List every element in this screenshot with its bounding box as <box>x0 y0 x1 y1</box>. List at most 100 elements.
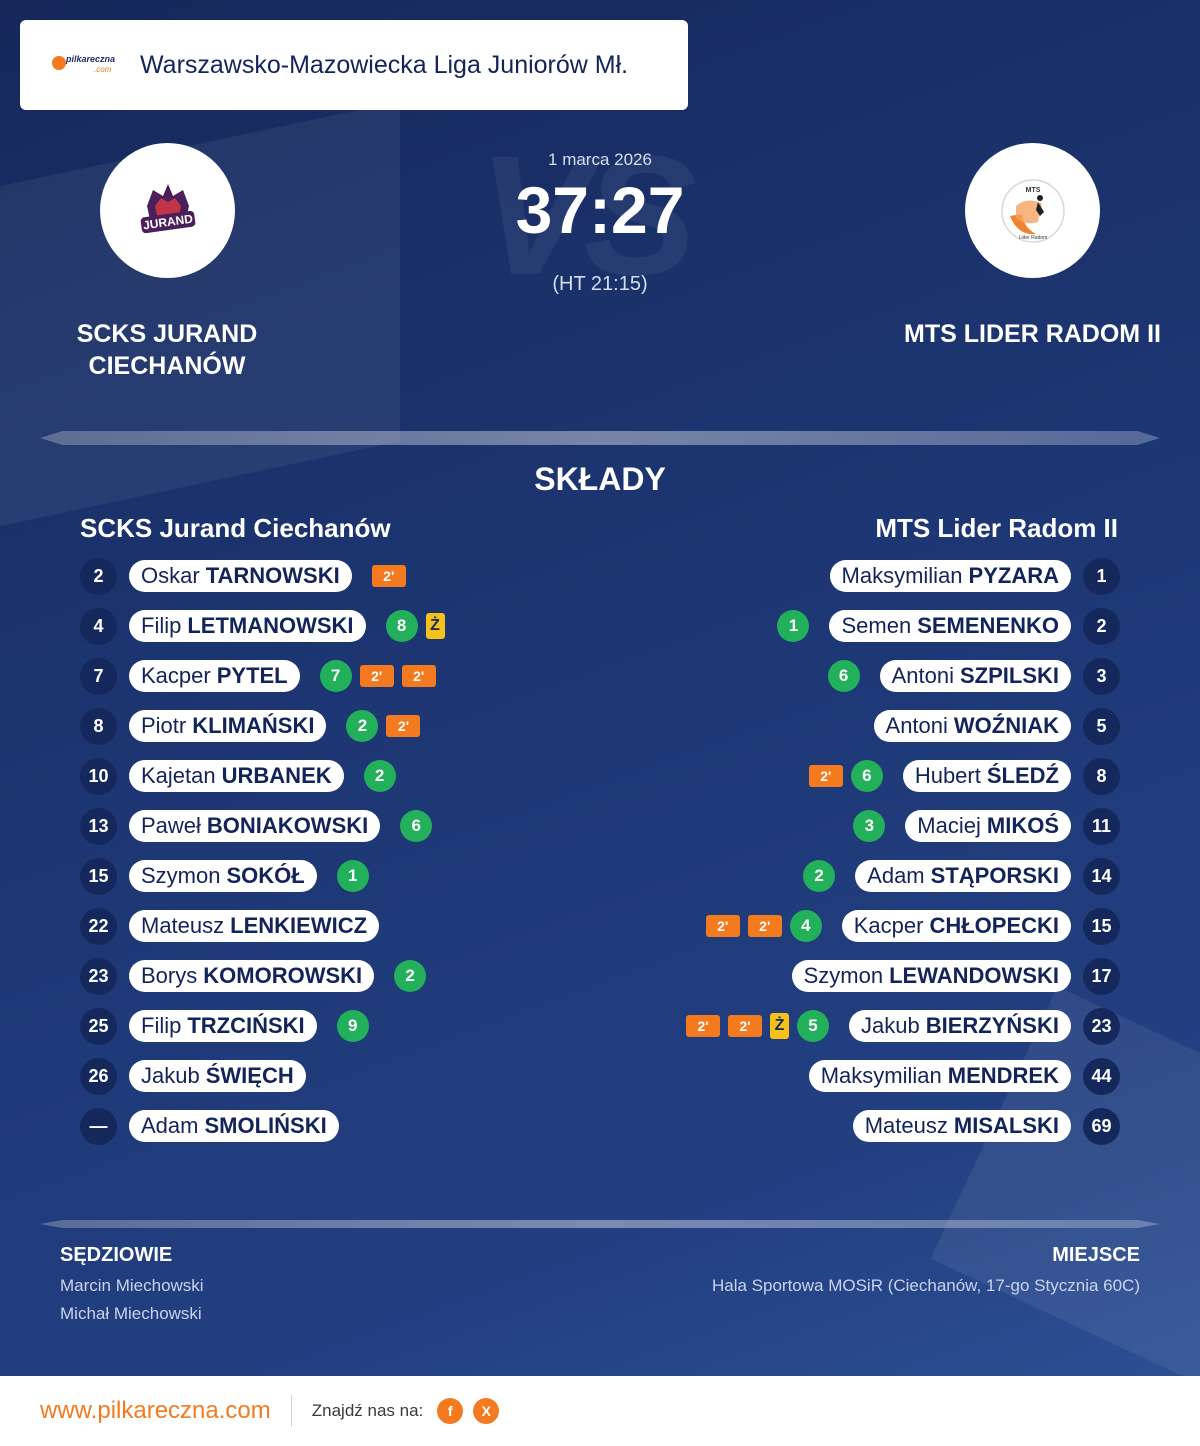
league-title: Warszawsko-Mazowiecka Liga Juniorów Mł. <box>140 50 629 79</box>
player-name[interactable]: Maksymilian MENDREK <box>808 1060 1071 1092</box>
player-name[interactable]: Jakub BIERZYŃSKI <box>849 1010 1071 1042</box>
player-first-name: Filip <box>141 613 182 638</box>
player-last-name: SMOLIŃSKI <box>204 1113 327 1138</box>
player-number: 17 <box>1083 957 1120 995</box>
player-name[interactable]: Kajetan URBANEK <box>129 760 344 792</box>
goals-badge: 9 <box>336 1010 369 1042</box>
player-first-name: Antoni <box>891 663 954 688</box>
find-us-label: Znajdź nas na: <box>311 1401 424 1420</box>
player-last-name: LETMANOWSKI <box>187 613 354 638</box>
player-first-name: Hubert <box>914 763 981 788</box>
player-last-name: MIKOŚ <box>986 813 1059 838</box>
player-last-name: BONIAKOWSKI <box>206 813 369 838</box>
background-shape <box>930 986 1200 1376</box>
home-team-name-line1: SCKS JURAND <box>76 320 258 348</box>
x-icon[interactable]: X <box>473 1398 500 1424</box>
venue-label: MIEJSCE <box>1052 1244 1140 1266</box>
match-card: pilkareczna .com Warszawsko-Mazowiecka L… <box>0 0 1200 1376</box>
player-first-name: Jakub <box>141 1063 200 1088</box>
suspension-badge: 2' <box>359 665 394 687</box>
player-name[interactable]: Szymon LEWANDOWSKI <box>791 960 1071 992</box>
player-name[interactable]: Maciej MIKOŚ <box>905 810 1071 842</box>
player-name[interactable]: Kacper CHŁOPECKI <box>841 910 1071 942</box>
svg-text:Lider Radom: Lider Radom <box>1018 235 1047 241</box>
player-name[interactable]: Jakub ŚWIĘCH <box>129 1060 306 1092</box>
player-row: 2 Semen SEMENENKO 1 <box>777 607 1120 645</box>
player-name[interactable]: Mateusz LENKIEWICZ <box>129 910 380 942</box>
player-name[interactable]: Paweł BONIAKOWSKI <box>129 810 381 842</box>
player-name[interactable]: Oskar TARNOWSKI <box>129 560 352 592</box>
player-row: 13 Paweł BONIAKOWSKI 6 <box>80 807 433 845</box>
player-first-name: Kacper <box>141 663 211 688</box>
yellow-card-badge: Ż <box>425 613 445 639</box>
player-first-name: Kajetan <box>141 763 216 788</box>
player-row: 26 Jakub ŚWIĘCH <box>80 1057 318 1095</box>
player-name[interactable]: Maksymilian PYZARA <box>829 560 1071 592</box>
player-number: 10 <box>80 757 117 795</box>
jurand-crest-icon: JURAND <box>140 183 195 233</box>
player-number: 15 <box>1083 907 1120 945</box>
suspension-badge: 2' <box>401 665 436 687</box>
player-first-name: Antoni <box>885 713 948 738</box>
player-number: 8 <box>80 707 117 745</box>
player-row: 11 Maciej MIKOŚ 3 <box>853 807 1120 845</box>
player-first-name: Szymon <box>141 863 221 888</box>
player-row: 8 Hubert ŚLEDŹ 6 2' <box>808 757 1120 795</box>
suspension-badge: 2' <box>686 1015 721 1037</box>
svg-text:JURAND: JURAND <box>142 211 194 232</box>
player-last-name: MENDREK <box>947 1063 1059 1088</box>
player-name[interactable]: Filip TRZCIŃSKI <box>129 1010 317 1042</box>
player-name[interactable]: Adam STĄPORSKI <box>855 860 1071 892</box>
halftime-score: (HT 21:15) <box>552 273 648 295</box>
player-first-name: Oskar <box>141 563 200 588</box>
goals-badge: 2 <box>346 710 379 742</box>
player-number: 13 <box>80 807 117 845</box>
website-link[interactable]: www.pilkareczna.com <box>40 1397 271 1424</box>
pilkareczna-logo[interactable]: pilkareczna .com <box>50 50 122 80</box>
player-last-name: LENKIEWICZ <box>230 913 368 938</box>
away-lineup-title: MTS Lider Radom II <box>875 513 1118 543</box>
player-name[interactable]: Filip LETMANOWSKI <box>129 610 366 642</box>
player-last-name: URBANEK <box>221 763 332 788</box>
facebook-icon[interactable]: f <box>437 1398 464 1424</box>
footer: www.pilkareczna.com Znajdź nas na: f X <box>0 1376 1200 1446</box>
player-first-name: Jakub <box>861 1013 920 1038</box>
player-name[interactable]: Szymon SOKÓŁ <box>129 860 317 892</box>
player-first-name: Szymon <box>803 963 884 988</box>
goals-badge: 6 <box>400 810 433 842</box>
player-row: 1 Maksymilian PYZARA <box>818 557 1120 595</box>
player-last-name: LEWANDOWSKI <box>889 963 1059 988</box>
suspension-badge: 2' <box>747 915 782 937</box>
match-date: 1 marca 2026 <box>548 150 652 169</box>
player-name[interactable]: Piotr KLIMAŃSKI <box>129 710 327 742</box>
logo-text: pilkareczna <box>66 54 116 64</box>
logo-subtext: .com <box>94 65 112 74</box>
venue-text: Hala Sportowa MOSiR (Ciechanów, 17-go St… <box>711 1276 1140 1295</box>
player-number: 25 <box>80 1007 117 1045</box>
player-row: 7 Kacper PYTEL 7 2' 2' <box>80 657 436 695</box>
player-name[interactable]: Antoni WOŹNIAK <box>873 710 1071 742</box>
player-first-name: Semen <box>841 613 912 638</box>
suspension-badge: 2' <box>705 915 740 937</box>
league-header: pilkareczna .com Warszawsko-Mazowiecka L… <box>20 20 688 110</box>
divider <box>40 1220 1160 1228</box>
player-last-name: MISALSKI <box>953 1113 1059 1138</box>
home-team-name-line2: CIECHANÓW <box>88 352 246 380</box>
player-row: 44 Maksymilian MENDREK <box>797 1057 1120 1095</box>
player-number: 4 <box>80 607 117 645</box>
player-name[interactable]: Semen SEMENENKO <box>829 610 1071 642</box>
player-name[interactable]: Adam SMOLIŃSKI <box>129 1110 339 1142</box>
player-name[interactable]: Hubert ŚLEDŹ <box>902 760 1071 792</box>
goals-badge: 4 <box>789 910 822 942</box>
vs-watermark: VS <box>478 121 697 311</box>
player-row: 4 Filip LETMANOWSKI 8 Ż <box>80 607 445 645</box>
player-row: 17 Szymon LEWANDOWSKI <box>780 957 1120 995</box>
player-row: 23 Jakub BIERZYŃSKI 5 Ż 2' 2' <box>686 1007 1120 1045</box>
player-name[interactable]: Mateusz MISALSKI <box>852 1110 1071 1142</box>
player-name[interactable]: Antoni SZPILSKI <box>879 660 1071 692</box>
goals-badge: 7 <box>319 660 352 692</box>
goals-badge: 2 <box>363 760 396 792</box>
player-name[interactable]: Kacper PYTEL <box>129 660 300 692</box>
ball-icon <box>52 56 66 70</box>
player-name[interactable]: Borys KOMOROWSKI <box>129 960 375 992</box>
